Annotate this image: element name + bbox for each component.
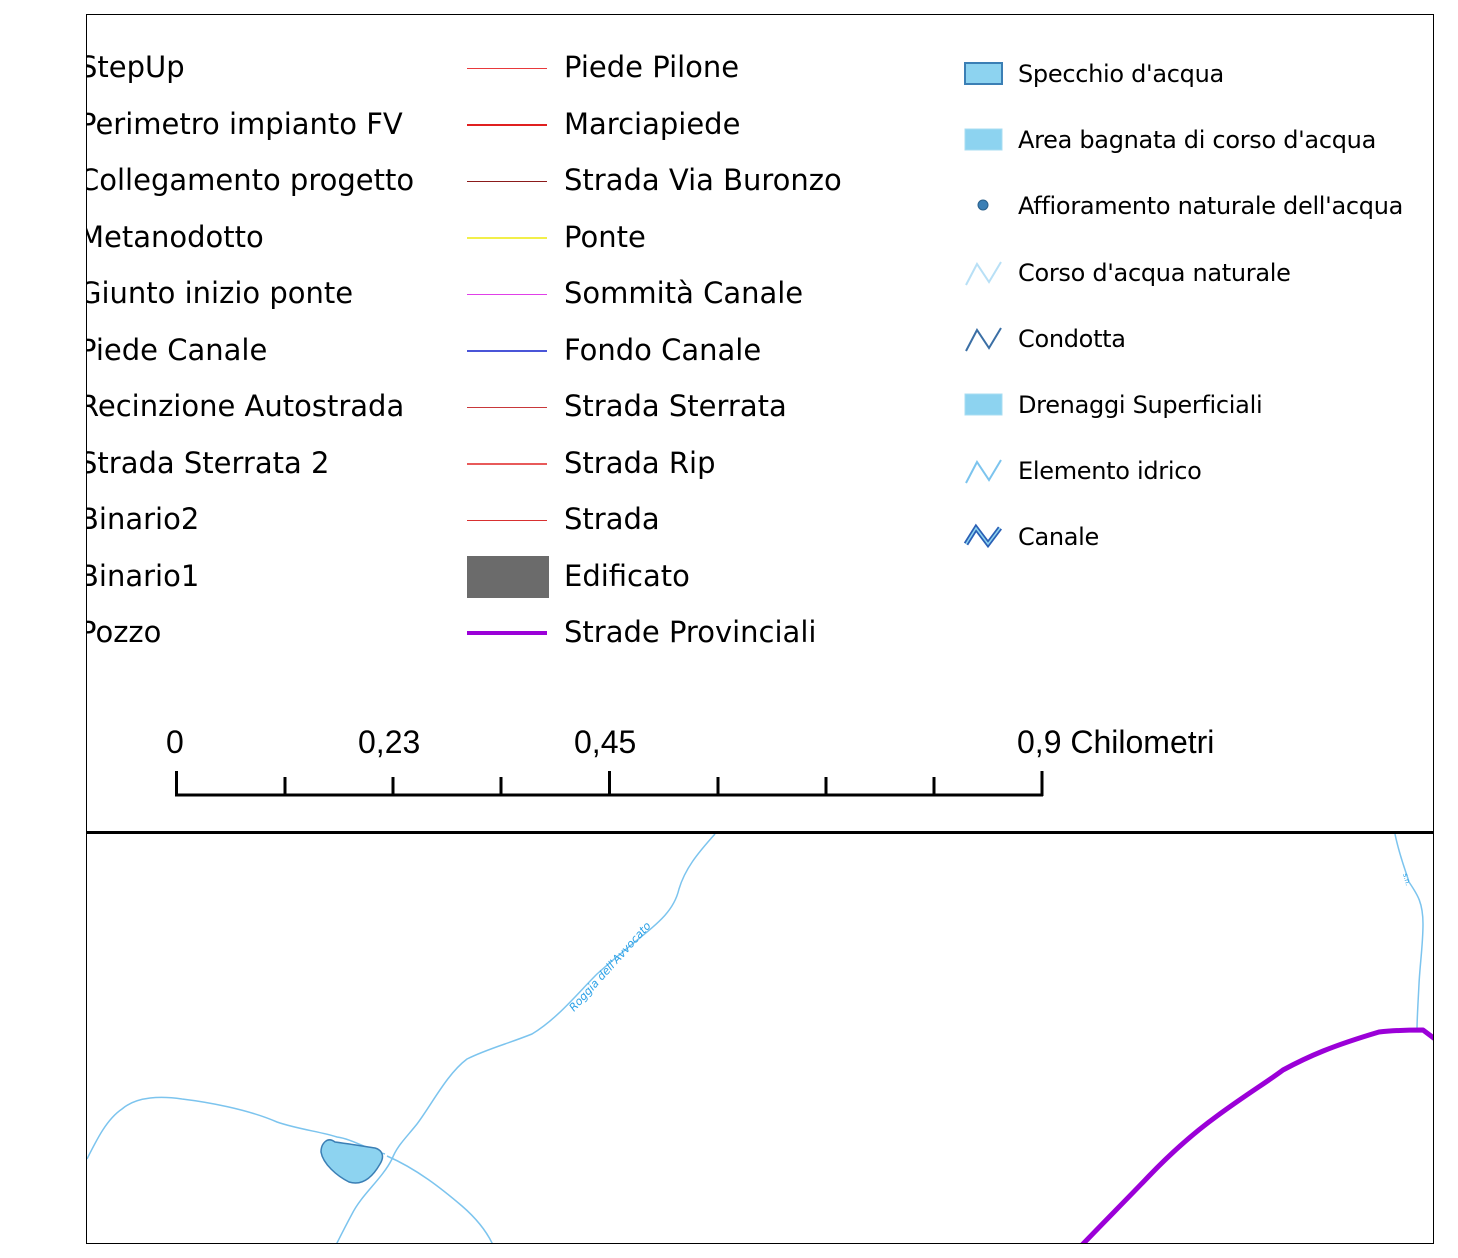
- drainage-icon: [964, 393, 1003, 416]
- scale-label-1: 0,23: [358, 724, 421, 760]
- stream-south-2: [386, 1155, 493, 1243]
- legend-symbol: [467, 631, 547, 635]
- canal-icon: [963, 523, 1002, 549]
- legend-symbol: [467, 519, 547, 521]
- map-view[interactable]: Roggia dell'Avvocato s.n.: [87, 834, 1434, 1244]
- legend-col3-label: Corso d'acqua naturale: [1018, 258, 1291, 287]
- legend-col2-label: Marciapiede: [564, 106, 741, 141]
- legend-col1-label: Pozzo: [86, 615, 162, 649]
- provincial-road: [1080, 1027, 1433, 1243]
- legend-symbol: [467, 67, 547, 69]
- legend-col2-label: Strada Rip: [564, 445, 716, 480]
- legend-col3-label: Elemento idrico: [1018, 457, 1202, 486]
- stream-east: [1394, 834, 1424, 1031]
- water-element-icon: [965, 459, 1002, 484]
- spring-icon: [977, 199, 989, 211]
- legend-col1-label: Giunto inizio ponte: [86, 276, 354, 310]
- pipe-icon: [965, 327, 1002, 352]
- legend-col2-label: Ponte: [564, 219, 646, 254]
- scale-label-3: 0,9 Chilometri: [1017, 724, 1215, 760]
- legend-map-divider: [87, 831, 1433, 834]
- legend-col1-label: Binario2: [86, 502, 200, 536]
- legend-col2-label: Edificato: [564, 558, 690, 593]
- water-body: [320, 1139, 384, 1184]
- legend-symbol: [467, 124, 547, 126]
- legend-col2-label: Fondo Canale: [564, 332, 762, 367]
- legend-col1-label: Perimetro impianto FV: [86, 106, 403, 141]
- legend-col2-label: Strada: [564, 502, 660, 536]
- legend-col2-label: Strada Sterrata: [564, 389, 787, 423]
- legend-col2-label: Strade Provinciali: [564, 615, 817, 649]
- legend-col1-label: Recinzione Autostrada: [86, 389, 405, 423]
- legend-symbol: [467, 555, 549, 598]
- legend-symbol: [467, 406, 547, 408]
- stream-icon: [965, 261, 1002, 286]
- water-lines: [87, 834, 1424, 1243]
- legend-col2-label: Strada Via Buronzo: [564, 163, 842, 197]
- legend-col1-label: Binario1: [86, 558, 200, 593]
- stream-roggia-avvocato: [391, 834, 716, 1160]
- scale-label-0: 0: [166, 724, 184, 760]
- legend-col2-label: Piede Pilone: [564, 50, 740, 84]
- legend-col1-label: Metanodotto: [86, 219, 264, 254]
- wet-area-icon: [964, 128, 1003, 151]
- legend-col3-label: Affioramento naturale dell'acqua: [1018, 192, 1404, 221]
- legend-symbol: [467, 237, 547, 239]
- water-body-icon: [964, 62, 1003, 85]
- legend-symbol: [467, 463, 547, 465]
- map-label-roggia: Roggia dell'Avvocato: [567, 919, 654, 1014]
- legend-col1-label: Strada Sterrata 2: [86, 445, 330, 480]
- map-layout-frame: StepUp Perimetro impianto FV Collegamento …: [86, 14, 1434, 1244]
- legend-col3-label: Area bagnata di corso d'acqua: [1018, 126, 1376, 155]
- legend-symbol: [467, 350, 547, 352]
- stream-south-1: [336, 1158, 393, 1243]
- stream-west: [87, 1096, 386, 1160]
- legend-col1-label: Piede Canale: [86, 332, 268, 367]
- legend-col3-label: Drenaggi Superficiali: [1018, 391, 1263, 419]
- legend-col3-label: Canale: [1018, 523, 1100, 552]
- legend-col1-label: StepUp: [86, 50, 185, 84]
- map-label-sn: s.n.: [1401, 872, 1412, 886]
- scale-bar-graphic: [175, 771, 1044, 797]
- scale-label-2: 0,45: [574, 724, 637, 760]
- legend-col3-label: Condotta: [1018, 324, 1126, 353]
- legend-symbol: [467, 180, 547, 182]
- legend-col3-label: Specchio d'acqua: [1018, 60, 1224, 88]
- legend-col1-label: Collegamento progetto: [86, 163, 415, 197]
- legend-symbol: [467, 293, 547, 295]
- legend-col2-label: Sommità Canale: [564, 276, 804, 310]
